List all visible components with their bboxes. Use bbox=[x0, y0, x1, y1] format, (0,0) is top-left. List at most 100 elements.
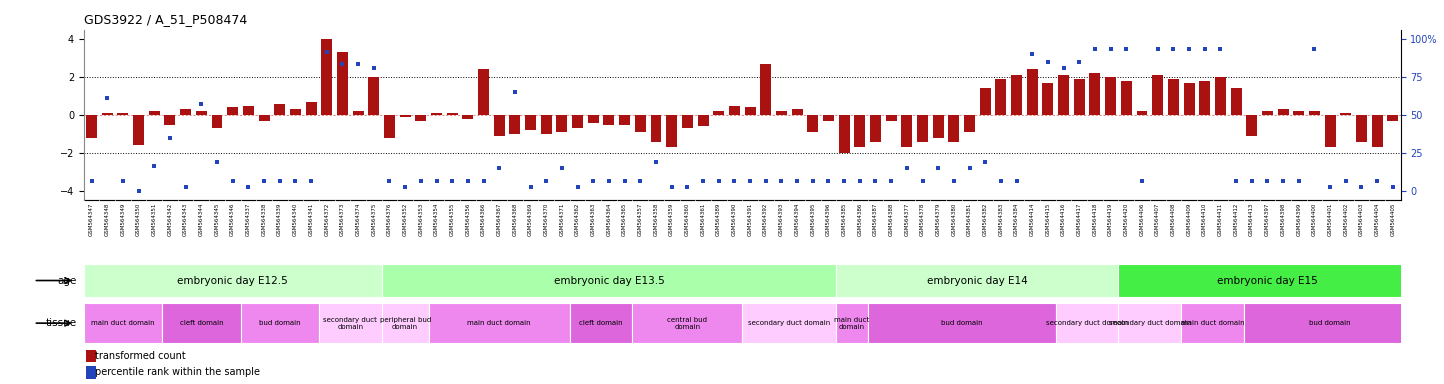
Text: secondary duct domain: secondary duct domain bbox=[1109, 320, 1191, 326]
Text: GSM564389: GSM564389 bbox=[716, 202, 721, 236]
Text: GSM564403: GSM564403 bbox=[1359, 202, 1365, 236]
Point bbox=[1256, 179, 1279, 185]
Bar bbox=[839, 115, 849, 153]
Bar bbox=[243, 106, 254, 115]
Bar bbox=[87, 366, 97, 379]
Text: GSM564356: GSM564356 bbox=[465, 202, 471, 236]
Text: GSM564350: GSM564350 bbox=[136, 202, 142, 236]
Bar bbox=[836, 303, 868, 343]
Bar bbox=[1308, 111, 1320, 115]
Text: GSM564386: GSM564386 bbox=[858, 202, 862, 236]
Point bbox=[692, 179, 715, 185]
Point bbox=[504, 89, 527, 95]
Text: main duct domain: main duct domain bbox=[91, 320, 155, 326]
Bar bbox=[446, 113, 458, 115]
Bar bbox=[510, 115, 520, 134]
Text: secondary duct
domain: secondary duct domain bbox=[323, 317, 377, 329]
Point bbox=[676, 184, 699, 190]
Text: GSM564419: GSM564419 bbox=[1108, 202, 1113, 236]
Text: GSM564396: GSM564396 bbox=[826, 202, 830, 236]
Text: GSM564343: GSM564343 bbox=[183, 202, 188, 236]
Bar bbox=[855, 115, 865, 147]
Text: GSM564357: GSM564357 bbox=[638, 202, 643, 236]
Bar bbox=[526, 115, 536, 130]
Bar bbox=[995, 79, 1006, 115]
Bar bbox=[162, 303, 241, 343]
Point bbox=[879, 179, 902, 185]
Point bbox=[864, 179, 887, 185]
Bar bbox=[1043, 83, 1054, 115]
Bar bbox=[745, 108, 755, 115]
Text: GSM564372: GSM564372 bbox=[325, 202, 329, 236]
Text: GSM564345: GSM564345 bbox=[215, 202, 219, 236]
Text: GSM564407: GSM564407 bbox=[1155, 202, 1160, 236]
Bar bbox=[760, 64, 771, 115]
Point bbox=[331, 61, 354, 67]
Point bbox=[440, 179, 464, 185]
Point bbox=[1366, 179, 1389, 185]
Bar bbox=[494, 115, 505, 136]
Text: GSM564390: GSM564390 bbox=[732, 202, 736, 236]
Bar bbox=[241, 303, 319, 343]
Text: GSM564368: GSM564368 bbox=[513, 202, 517, 236]
Point bbox=[943, 179, 966, 185]
Text: age: age bbox=[58, 275, 77, 286]
Bar bbox=[979, 88, 991, 115]
Text: GSM564393: GSM564393 bbox=[778, 202, 784, 236]
Text: GSM564361: GSM564361 bbox=[700, 202, 706, 236]
Point bbox=[1287, 179, 1310, 185]
Bar bbox=[823, 115, 835, 121]
Bar bbox=[1168, 79, 1178, 115]
Point bbox=[1272, 179, 1295, 185]
Bar bbox=[336, 52, 348, 115]
Text: tissue: tissue bbox=[45, 318, 77, 328]
Text: bud domain: bud domain bbox=[1310, 320, 1352, 326]
Point bbox=[1225, 179, 1248, 185]
Point bbox=[362, 65, 386, 71]
Text: GSM564353: GSM564353 bbox=[419, 202, 423, 236]
Text: GSM564384: GSM564384 bbox=[1014, 202, 1019, 236]
Text: GSM564348: GSM564348 bbox=[105, 202, 110, 236]
Bar bbox=[84, 264, 381, 297]
Text: GSM564385: GSM564385 bbox=[842, 202, 846, 236]
Bar bbox=[400, 115, 410, 117]
Point bbox=[817, 179, 840, 185]
Bar bbox=[87, 350, 97, 362]
Point bbox=[347, 61, 370, 67]
Point bbox=[175, 184, 198, 190]
Text: GSM564405: GSM564405 bbox=[1391, 202, 1395, 236]
Bar bbox=[775, 111, 787, 115]
Text: GSM564381: GSM564381 bbox=[967, 202, 972, 236]
Text: transformed count: transformed count bbox=[95, 351, 185, 361]
Point bbox=[79, 179, 103, 185]
Text: GSM564376: GSM564376 bbox=[387, 202, 391, 236]
Text: GSM564340: GSM564340 bbox=[293, 202, 297, 236]
Bar bbox=[1119, 303, 1181, 343]
Point bbox=[801, 179, 825, 185]
Bar bbox=[1278, 109, 1288, 115]
Point bbox=[315, 49, 338, 55]
Text: GSM564378: GSM564378 bbox=[920, 202, 926, 236]
Bar bbox=[1214, 77, 1226, 115]
Bar bbox=[933, 115, 944, 138]
Text: GSM564395: GSM564395 bbox=[810, 202, 816, 236]
Point bbox=[1115, 45, 1138, 51]
Text: GSM564420: GSM564420 bbox=[1123, 202, 1129, 236]
Bar bbox=[836, 264, 1119, 297]
Text: GSM564355: GSM564355 bbox=[449, 202, 455, 236]
Point bbox=[1005, 179, 1028, 185]
Bar bbox=[133, 115, 144, 146]
Bar bbox=[1372, 115, 1383, 147]
Text: peripheral bud
domain: peripheral bud domain bbox=[380, 317, 430, 329]
Point bbox=[1177, 45, 1200, 51]
Text: GSM564349: GSM564349 bbox=[120, 202, 126, 236]
Point bbox=[189, 101, 212, 107]
Point bbox=[911, 179, 934, 185]
Text: GSM564367: GSM564367 bbox=[497, 202, 501, 236]
Point bbox=[927, 165, 950, 171]
Bar bbox=[604, 115, 615, 124]
Text: GSM564362: GSM564362 bbox=[575, 202, 580, 236]
Text: GSM564346: GSM564346 bbox=[230, 202, 235, 236]
Bar bbox=[319, 303, 381, 343]
Point bbox=[598, 179, 621, 185]
